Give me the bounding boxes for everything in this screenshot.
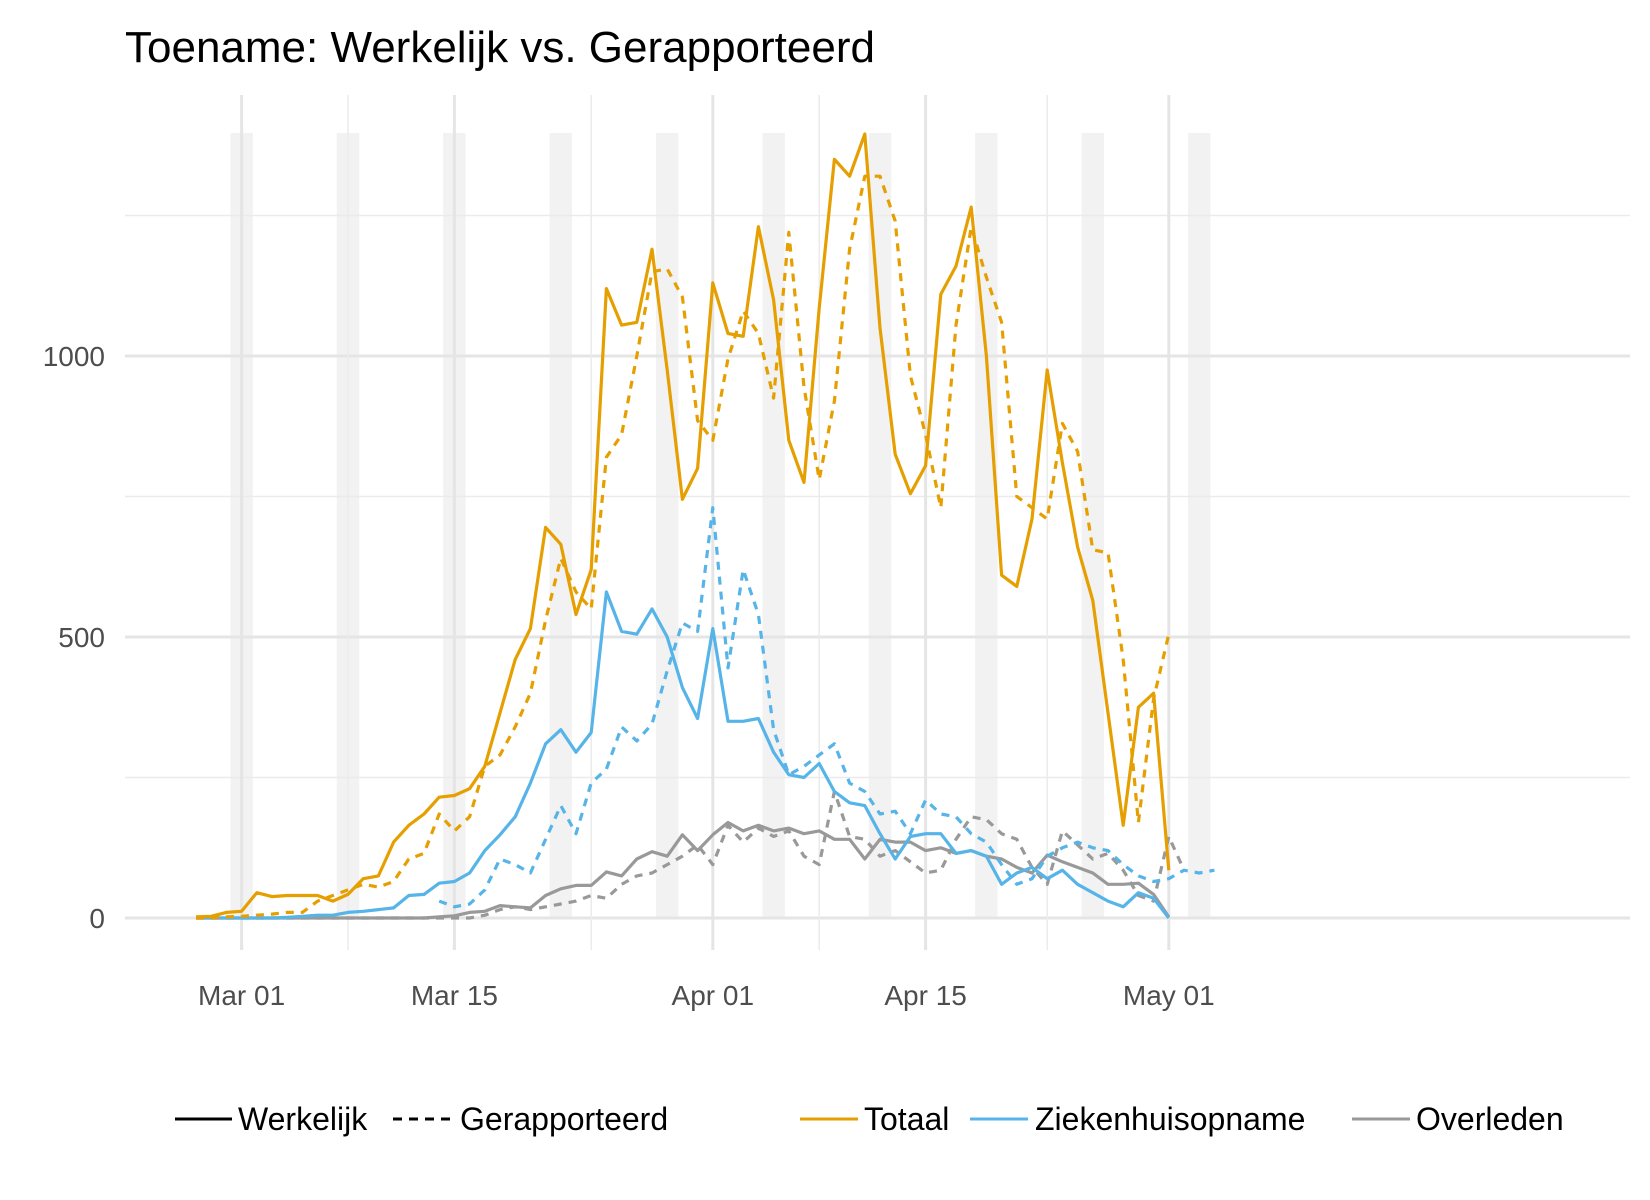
legend-label-totaal: Totaal xyxy=(864,1101,949,1137)
x-tick-labels: Mar 01 Mar 15 Apr 01 Apr 15 May 01 xyxy=(198,980,1215,1011)
legend-item-overleden: Overleden xyxy=(1352,1101,1564,1137)
grid xyxy=(125,95,1630,950)
series-line-overleden-werkelijk xyxy=(196,820,1171,920)
y-tick-labels: 0 500 1000 xyxy=(43,341,105,934)
legend-item-werkelijk: Werkelijk xyxy=(175,1101,368,1137)
legend-label-gerapporteerd: Gerapporteerd xyxy=(460,1101,668,1137)
y-tick-label: 1000 xyxy=(43,341,105,372)
x-tick-label: Apr 01 xyxy=(672,980,755,1011)
series-line-overleden-gerapporteerd xyxy=(196,789,1186,920)
y-tick-label: 500 xyxy=(58,622,105,653)
legend-item-totaal: Totaal xyxy=(800,1101,949,1137)
x-tick-label: Mar 01 xyxy=(198,980,285,1011)
x-tick-label: May 01 xyxy=(1123,980,1215,1011)
legend: Werkelijk Gerapporteerd Totaal Ziekenhui… xyxy=(175,1101,1564,1137)
weekend-band xyxy=(656,133,679,918)
legend-label-ziekenhuisopname: Ziekenhuisopname xyxy=(1035,1101,1305,1137)
legend-label-overleden: Overleden xyxy=(1416,1101,1564,1137)
x-tick-label: Apr 15 xyxy=(884,980,967,1011)
series-lines xyxy=(195,132,1215,920)
weekend-shading xyxy=(230,133,1211,918)
weekend-band xyxy=(1081,133,1104,918)
x-tick-label: Mar 15 xyxy=(411,980,498,1011)
y-tick-label: 0 xyxy=(89,903,105,934)
weekend-band xyxy=(975,133,998,918)
series-line-ziekenhuisopname-werkelijk xyxy=(196,590,1171,920)
series-line-totaal-werkelijk xyxy=(195,132,1171,919)
series-line-ziekenhuisopname-gerapporteerd xyxy=(438,506,1215,909)
chart-title: Toename: Werkelijk vs. Gerapporteerd xyxy=(125,23,875,72)
legend-item-ziekenhuisopname: Ziekenhuisopname xyxy=(970,1101,1305,1137)
legend-item-gerapporteerd: Gerapporteerd xyxy=(393,1101,668,1137)
weekend-band xyxy=(762,133,785,918)
weekend-band xyxy=(549,133,572,918)
weekend-band xyxy=(868,133,892,918)
weekend-band xyxy=(1188,133,1211,918)
legend-label-werkelijk: Werkelijk xyxy=(238,1101,368,1137)
